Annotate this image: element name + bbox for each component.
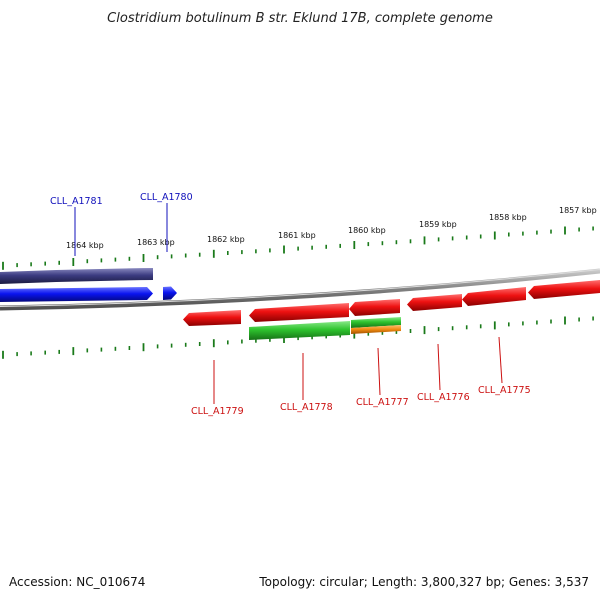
gene-label-CLL_A1780[interactable]: CLL_A1780: [140, 192, 193, 203]
tick-label-1859: 1859 kbp: [419, 220, 457, 229]
outer-scale-ticks: [2, 226, 594, 270]
gene-CLL_A1777[interactable]: [349, 299, 400, 316]
tick-label-1862: 1862 kbp: [207, 235, 245, 244]
gene-label-CLL_A1781[interactable]: CLL_A1781: [50, 196, 103, 207]
scale-labels: 1864 kbp 1863 kbp 1862 kbp 1861 kbp 1860…: [66, 206, 597, 250]
tick-label-1861: 1861 kbp: [278, 231, 316, 240]
tick-label-1857: 1857 kbp: [559, 206, 597, 215]
label-leaders: [74, 203, 503, 404]
gene-CLL_A1779[interactable]: [183, 310, 241, 326]
accession-text: Accession: NC_010674: [9, 575, 146, 589]
gene-label-CLL_A1778[interactable]: CLL_A1778: [280, 402, 333, 413]
inner-scale-ticks: [2, 316, 594, 359]
gene-CLL_A1778[interactable]: [249, 303, 349, 322]
tick-label-1858: 1858 kbp: [489, 213, 527, 222]
gene-label-CLL_A1779[interactable]: CLL_A1779: [191, 406, 244, 417]
genome-summary-text: Topology: circular; Length: 3,800,327 bp…: [259, 575, 589, 589]
tick-label-1860: 1860 kbp: [348, 226, 386, 235]
gene-CLL_A1775-b[interactable]: [528, 280, 600, 299]
rna-feature-track[interactable]: [249, 317, 401, 340]
map-title: Clostridium botulinum B str. Eklund 17B,…: [107, 11, 493, 26]
genome-backbone: [0, 268, 600, 311]
forward-contig-band: [0, 268, 153, 284]
gene-label-CLL_A1777[interactable]: CLL_A1777: [356, 397, 409, 408]
tick-label-1863: 1863 kbp: [137, 238, 175, 247]
gene-CLL_A1776[interactable]: [407, 294, 462, 311]
gene-CLL_A1781[interactable]: [0, 287, 153, 302]
gene-labels: CLL_A1781 CLL_A1780 CLL_A1779 CLL_A1778 …: [50, 192, 531, 417]
tick-label-1864: 1864 kbp: [66, 241, 104, 250]
gene-CLL_A1775-a[interactable]: [462, 287, 526, 306]
gene-label-CLL_A1776[interactable]: CLL_A1776: [417, 392, 470, 403]
gene-label-CLL_A1775[interactable]: CLL_A1775: [478, 385, 531, 396]
gene-CLL_A1780[interactable]: [163, 286, 177, 301]
